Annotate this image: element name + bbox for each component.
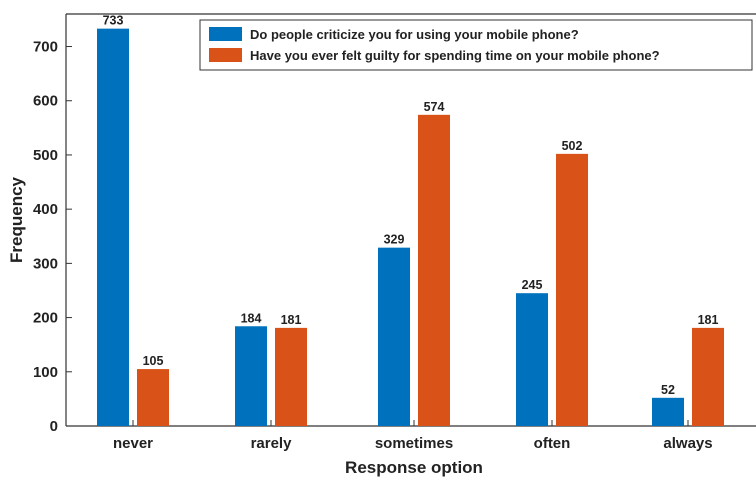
- bar-value-label: 502: [562, 139, 583, 153]
- bar: [692, 327, 724, 426]
- y-tick-label: 200: [33, 310, 58, 327]
- bar: [235, 326, 267, 426]
- axes: [65, 13, 756, 427]
- bar-value-label: 181: [698, 313, 719, 327]
- bar: [556, 153, 588, 426]
- bar-value-label: 733: [103, 14, 124, 28]
- y-tick-label: 700: [33, 39, 58, 56]
- bar-value-label: 181: [281, 313, 302, 327]
- bar-value-label: 105: [143, 354, 164, 368]
- y-tick-label: 600: [33, 93, 58, 110]
- legend: Do people criticize you for using your m…: [199, 19, 753, 71]
- legend-swatch-guilty: [209, 48, 242, 62]
- legend-label-guilty: Have you ever felt guilty for spending t…: [250, 48, 660, 63]
- y-tick-label: 300: [33, 255, 58, 272]
- y-axis-title: Frequency: [7, 176, 26, 263]
- y-tick-label: 400: [33, 201, 58, 218]
- x-tick-label: always: [663, 435, 712, 452]
- bar-value-label: 245: [522, 278, 543, 292]
- bar: [418, 114, 450, 427]
- bar-value-label: 329: [384, 233, 405, 247]
- y-tick-label: 500: [33, 147, 58, 164]
- legend-box: [199, 19, 753, 71]
- bar: [137, 369, 169, 426]
- bar-value-label: 574: [424, 100, 445, 114]
- bar-value-labels: 733 105 184 181 329 574 245 502 52 181: [103, 14, 719, 397]
- legend-label-criticize: Do people criticize you for using your m…: [250, 27, 579, 42]
- bar: [97, 28, 129, 427]
- bar: [516, 293, 548, 426]
- x-tick-label: rarely: [251, 435, 293, 452]
- x-tick-label: often: [534, 435, 571, 452]
- bar-value-label: 184: [241, 311, 262, 325]
- bars: [97, 28, 724, 427]
- x-tick-label: never: [113, 435, 153, 452]
- bar: [275, 327, 307, 426]
- bar: [652, 397, 684, 426]
- y-tick-label: 0: [50, 418, 58, 435]
- tick-labels: 0 100 200 300 400 500 600 700 never rarely sometim…: [33, 39, 713, 452]
- x-axis-title: Response option: [345, 458, 483, 477]
- legend-swatch-criticize: [209, 27, 242, 41]
- bar: [378, 247, 410, 426]
- bar-value-label: 52: [661, 383, 675, 397]
- y-tick-label: 100: [33, 364, 58, 381]
- x-tick-label: sometimes: [375, 435, 453, 452]
